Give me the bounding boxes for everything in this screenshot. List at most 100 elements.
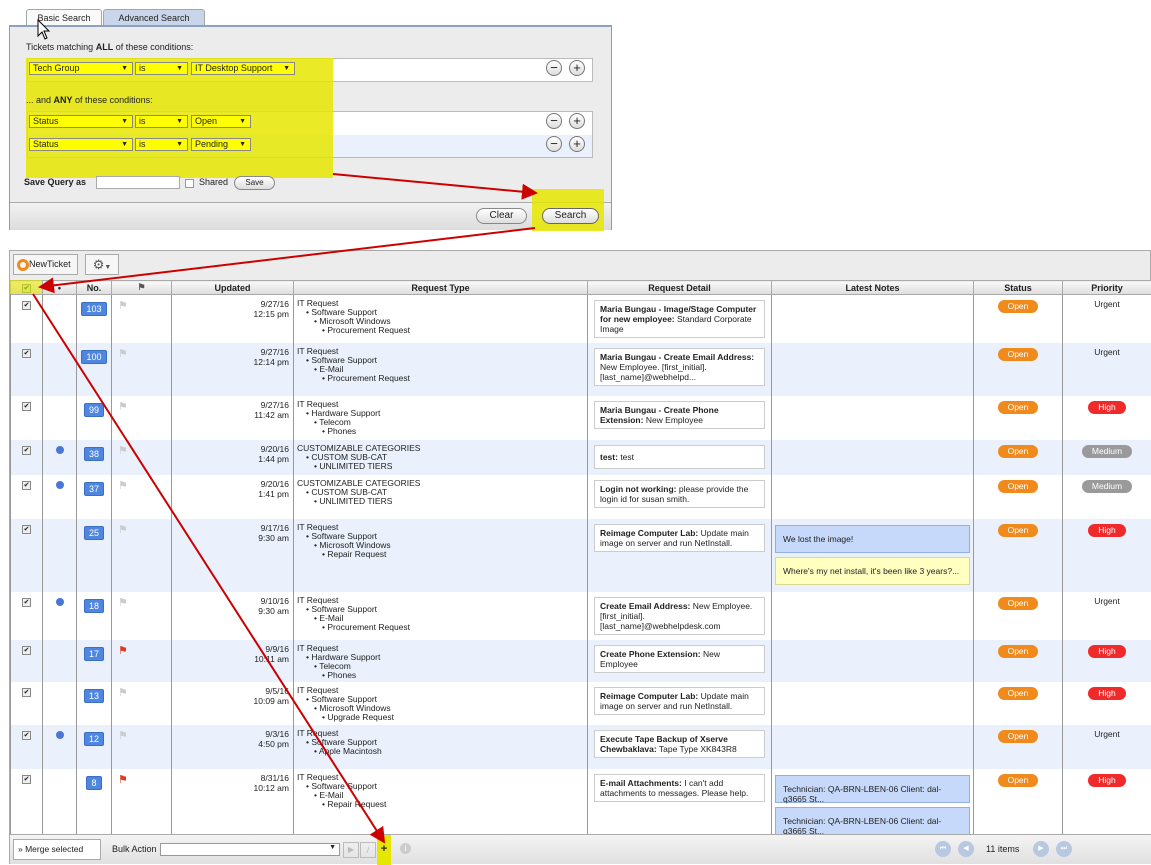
flag-icon[interactable]: ⚑ [118,773,128,786]
ticket-number-link[interactable]: 12 [84,732,104,746]
note-card[interactable]: Technician: QA-BRN-LBEN-06 Client: dal-q… [775,775,970,803]
request-detail-card[interactable]: Maria Bungau - Create Phone Extension: N… [594,401,765,429]
request-detail-card[interactable]: Reimage Computer Lab: Update main image … [594,524,765,552]
request-detail-card[interactable]: Login not working: please provide the lo… [594,480,765,508]
save-query-button[interactable]: Save [234,176,275,190]
ticket-number-link[interactable]: 38 [84,447,104,461]
flag-icon[interactable]: ⚑ [118,686,128,699]
column-status[interactable]: Status [974,281,1063,295]
any-condition-field-select[interactable]: Status▼ [29,138,133,151]
flag-icon[interactable]: ⚑ [118,729,128,742]
request-detail-card[interactable]: Maria Bungau - Create Email Address: New… [594,348,765,386]
request-detail-card[interactable]: Execute Tape Backup of Xserve Chewbaklav… [594,730,765,758]
any-condition-op-select[interactable]: is▼ [135,138,188,151]
last-page-button[interactable]: ⏭ [1056,841,1072,857]
row-checkbox[interactable]: ✔ [22,402,31,411]
ticket-number-link[interactable]: 25 [84,526,104,540]
tab-advanced-search[interactable]: Advanced Search [103,9,205,26]
gear-menu-button[interactable]: ⚙▼ [85,254,119,275]
prev-page-button[interactable]: ◀ [958,841,974,857]
row-checkbox[interactable]: ✔ [22,525,31,534]
note-card[interactable]: Where's my net install, it's been like 3… [775,557,970,585]
add-condition-button[interactable]: + [569,136,585,152]
next-page-button[interactable]: ▶ [1033,841,1049,857]
column-priority[interactable]: Priority [1063,281,1151,295]
remove-condition-button[interactable]: − [546,113,562,129]
ticket-number-link[interactable]: 37 [84,482,104,496]
ticket-number-link[interactable]: 103 [81,302,106,316]
remove-condition-button[interactable]: − [546,136,562,152]
request-detail-card[interactable]: test: test [594,445,765,469]
flag-icon[interactable]: ⚑ [118,400,128,413]
flag-icon[interactable]: ⚑ [118,596,128,609]
bulk-action-select[interactable]: ▼ [160,843,340,856]
all-condition-value-select[interactable]: IT Desktop Support▼ [191,62,295,75]
column-unread[interactable]: • [43,281,77,295]
any-condition-op-select[interactable]: is▼ [135,115,188,128]
flag-icon[interactable]: ⚑ [118,523,128,536]
row-checkbox[interactable]: ✔ [22,301,31,310]
row-checkbox[interactable]: ✔ [22,775,31,784]
ticket-number-link[interactable]: 100 [81,350,106,364]
shared-checkbox[interactable] [185,179,194,188]
column-flag[interactable]: ⚑ [112,281,172,295]
add-condition-button[interactable]: + [569,113,585,129]
info-icon[interactable]: i [400,843,411,854]
column-request-detail[interactable]: Request Detail [588,281,772,295]
flag-icon[interactable]: ⚑ [118,644,128,657]
column-updated[interactable]: Updated [172,281,294,295]
select-all-header[interactable]: ✔ [11,281,43,295]
column-number[interactable]: No. [77,281,112,295]
row-checkbox[interactable]: ✔ [22,349,31,358]
save-query-input[interactable] [96,176,180,189]
row-checkbox[interactable]: ✔ [22,598,31,607]
ticket-number-link[interactable]: 13 [84,689,104,703]
flag-icon[interactable]: ⚑ [118,299,128,312]
search-button[interactable]: Search [542,208,599,224]
request-detail-card[interactable]: Create Phone Extension: New Employee [594,645,765,673]
ticket-number-link[interactable]: 8 [86,776,101,790]
edit-action-button[interactable]: / [360,842,376,858]
flag-icon[interactable]: ⚑ [118,347,128,360]
request-detail-card[interactable]: Create Email Address: New Employee. [fir… [594,597,765,635]
all-condition-field-select[interactable]: Tech Group▼ [29,62,133,75]
clear-button[interactable]: Clear [476,208,527,224]
request-detail-card[interactable]: E-mail Attachments: I can't add attachme… [594,774,765,802]
first-page-button[interactable]: ⏮ [935,841,951,857]
column-latest-notes[interactable]: Latest Notes [772,281,974,295]
ticket-number-link[interactable]: 99 [84,403,104,417]
column-request-type[interactable]: Request Type [294,281,588,295]
tab-basic-search[interactable]: Basic Search [26,9,102,26]
ticket-number-link[interactable]: 17 [84,647,104,661]
any-condition-field-select[interactable]: Status▼ [29,115,133,128]
request-detail-card[interactable]: Reimage Computer Lab: Update main image … [594,687,765,715]
request-detail-card[interactable]: Maria Bungau - Image/Stage Computer for … [594,300,765,338]
row-checkbox[interactable]: ✔ [22,731,31,740]
remove-condition-button[interactable]: − [546,60,562,76]
flag-icon[interactable]: ⚑ [118,479,128,492]
add-condition-button[interactable]: + [569,60,585,76]
row-checkbox[interactable]: ✔ [22,646,31,655]
select-all-checkbox[interactable]: ✔ [22,284,31,293]
merge-selected-button[interactable]: » Merge selected [13,839,101,860]
note-card[interactable]: We lost the image! [775,525,970,553]
any-condition-value-select[interactable]: Open▼ [191,115,251,128]
ticket-number-link[interactable]: 18 [84,599,104,613]
run-action-button[interactable]: ▶ [343,842,359,858]
row-checkbox[interactable]: ✔ [22,688,31,697]
add-action-button[interactable]: + [377,842,391,858]
row-checkbox[interactable]: ✔ [22,481,31,490]
note-card[interactable]: Technician: QA-BRN-LBEN-06 Client: dal-q… [775,807,970,835]
flag-icon[interactable]: ⚑ [118,444,128,457]
any-condition-value-select[interactable]: Pending▼ [191,138,251,151]
